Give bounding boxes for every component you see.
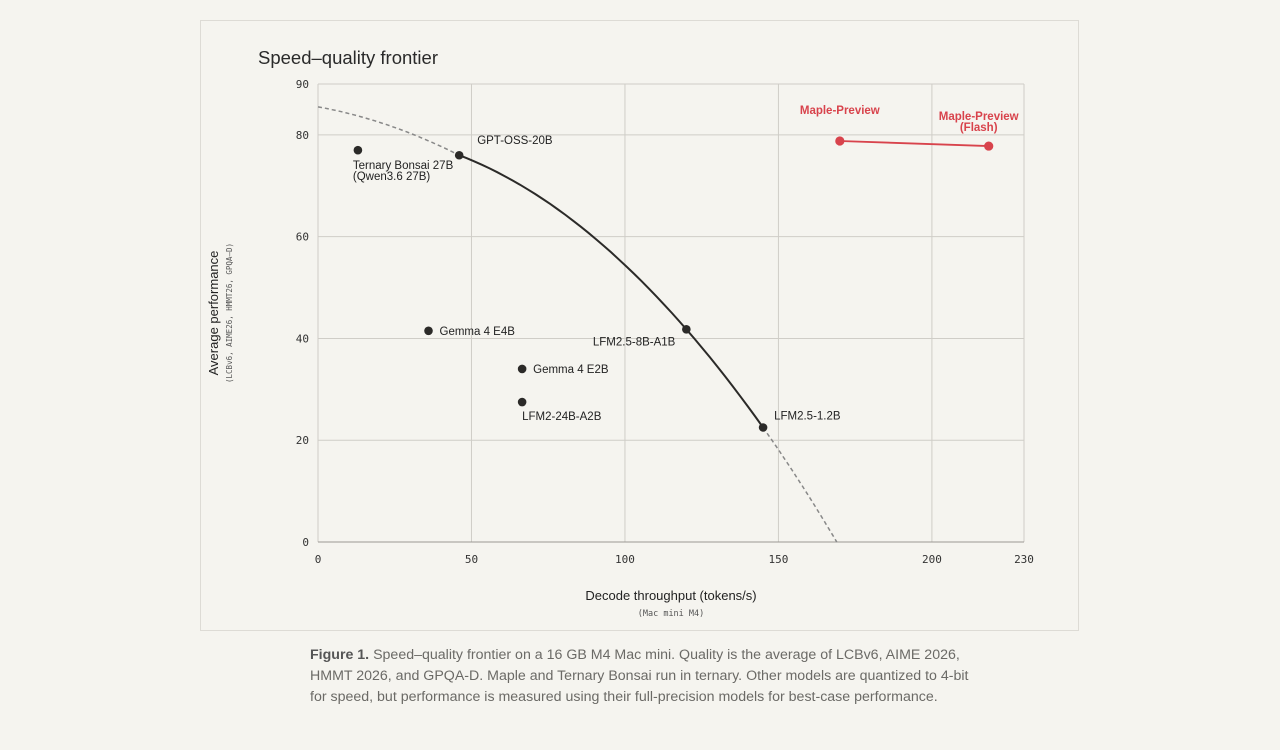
chart-svg: Speed–quality frontier 0 50 100 150 200 230 0 20… xyxy=(206,47,1034,619)
x-axis-label: Decode throughput (tokens/s) xyxy=(585,588,756,603)
chart-card: Speed–quality frontier 0 50 100 150 200 230 0 20… xyxy=(200,20,1079,631)
highlight-point xyxy=(984,141,994,151)
chart-title: Speed–quality frontier xyxy=(258,47,438,68)
y-axis-sublabel: (LCBv6, AIME26, HMMT26, GPQA–D) xyxy=(225,243,234,383)
frontier-extension-left xyxy=(317,106,460,156)
y-axis-label: Average performance xyxy=(206,251,221,376)
data-point xyxy=(682,324,691,334)
x-tick-label: 150 xyxy=(768,553,788,566)
data-point xyxy=(424,326,433,336)
y-tick-label: 20 xyxy=(296,434,309,447)
highlight-point-label: Maple-Preview (Flash) xyxy=(939,111,1019,134)
highlight-point-label: Maple-Preview xyxy=(800,105,880,117)
y-tick-label: 60 xyxy=(296,231,309,244)
frontier-curve xyxy=(458,154,764,429)
y-tick-label: 40 xyxy=(296,332,309,345)
x-tick-label: 100 xyxy=(615,553,635,566)
data-point xyxy=(758,423,768,432)
y-tick-label: 80 xyxy=(296,129,309,142)
y-tick-label: 90 xyxy=(296,78,309,91)
data-point-label: GPT-OSS-20B xyxy=(477,135,553,147)
caption-lead: Figure 1. xyxy=(310,647,370,663)
data-point xyxy=(517,364,527,374)
x-tick-label: 50 xyxy=(465,553,478,566)
data-point-label: Gemma 4 E4B xyxy=(440,326,516,338)
x-tick-label: 0 xyxy=(315,553,322,566)
y-tick-label: 0 xyxy=(302,536,309,549)
data-point-label: LFM2-24B-A2B xyxy=(522,411,602,423)
figure-caption: Figure 1. Speed–quality frontier on a 16… xyxy=(310,645,970,708)
data-point-label: Gemma 4 E2B xyxy=(533,364,609,376)
highlight-point xyxy=(835,136,845,146)
data-point xyxy=(517,397,527,407)
highlight-line xyxy=(839,140,989,147)
x-tick-label: 230 xyxy=(1014,553,1034,566)
x-axis-sublabel: (Mac mini M4) xyxy=(638,609,705,619)
frontier-extension-right xyxy=(762,427,838,543)
data-point xyxy=(353,145,363,155)
caption-text: Speed–quality frontier on a 16 GB M4 Mac… xyxy=(310,647,969,705)
x-tick-label: 200 xyxy=(922,553,942,566)
data-point-label: Ternary Bonsai 27B (Qwen3.6 27B) xyxy=(353,160,454,183)
data-point-label: LFM2.5-8B-A1B xyxy=(593,336,676,348)
data-point xyxy=(454,150,464,160)
data-point-label: LFM2.5-1.2B xyxy=(774,411,841,423)
